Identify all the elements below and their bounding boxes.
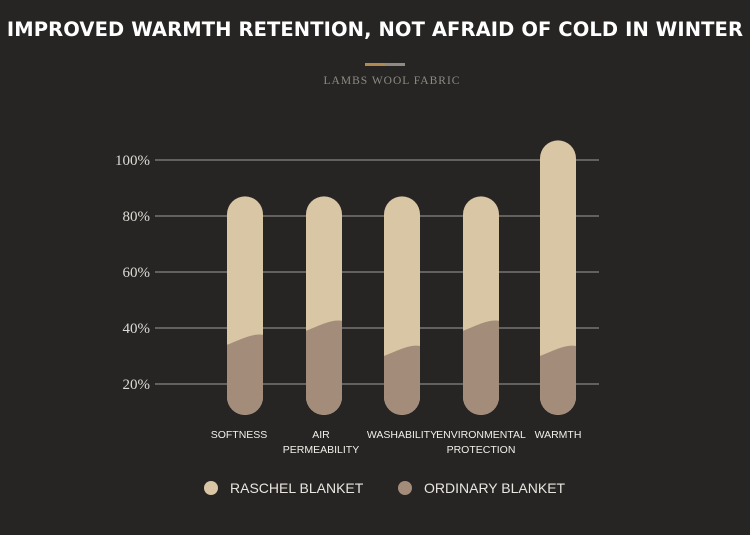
x-tick-label: WARMTH <box>535 429 582 441</box>
legend-label-ordinary: ORDINARY BLANKET <box>424 480 566 496</box>
gridlines <box>155 159 599 385</box>
x-tick-label: PROTECTION <box>447 444 516 456</box>
y-tick-label: 40% <box>123 321 151 337</box>
y-tick-label: 80% <box>123 209 151 225</box>
x-tick-label: WASHABILITY <box>367 429 437 441</box>
bar-ordinary <box>540 345 576 415</box>
bars <box>227 140 576 415</box>
y-tick-label: 100% <box>115 153 150 169</box>
title-accent-gold <box>365 63 385 66</box>
chart-subtitle: LAMBS WOOL FABRIC <box>323 75 461 87</box>
x-tick-label: ENVIRONMENTAL <box>436 429 526 441</box>
bar-ordinary <box>384 345 420 415</box>
chart-title: IMPROVED WARMTH RETENTION, NOT AFRAID OF… <box>6 18 744 41</box>
bar-ordinary <box>227 334 263 415</box>
x-tick-label: SOFTNESS <box>211 429 268 441</box>
y-axis-ticks: 100% 80% 60% 40% 20% <box>115 153 150 393</box>
y-tick-label: 20% <box>123 377 151 393</box>
x-axis-labels: SOFTNESS AIR PERMEABILITY WASHABILITY ENVIRO… <box>211 429 582 456</box>
bar-ordinary <box>463 320 499 415</box>
legend-swatch-ordinary <box>398 481 412 495</box>
title-accent-gray <box>385 63 405 66</box>
legend-swatch-raschel <box>204 481 218 495</box>
x-tick-label: PERMEABILITY <box>283 444 359 456</box>
legend-item-raschel: RASCHEL BLANKET <box>204 478 363 498</box>
legend-item-ordinary: ORDINARY BLANKET <box>398 478 565 498</box>
legend-label-raschel: RASCHEL BLANKET <box>230 480 364 496</box>
x-tick-label: AIR <box>312 429 330 441</box>
bar-ordinary <box>306 320 342 415</box>
y-tick-label: 60% <box>123 265 151 281</box>
